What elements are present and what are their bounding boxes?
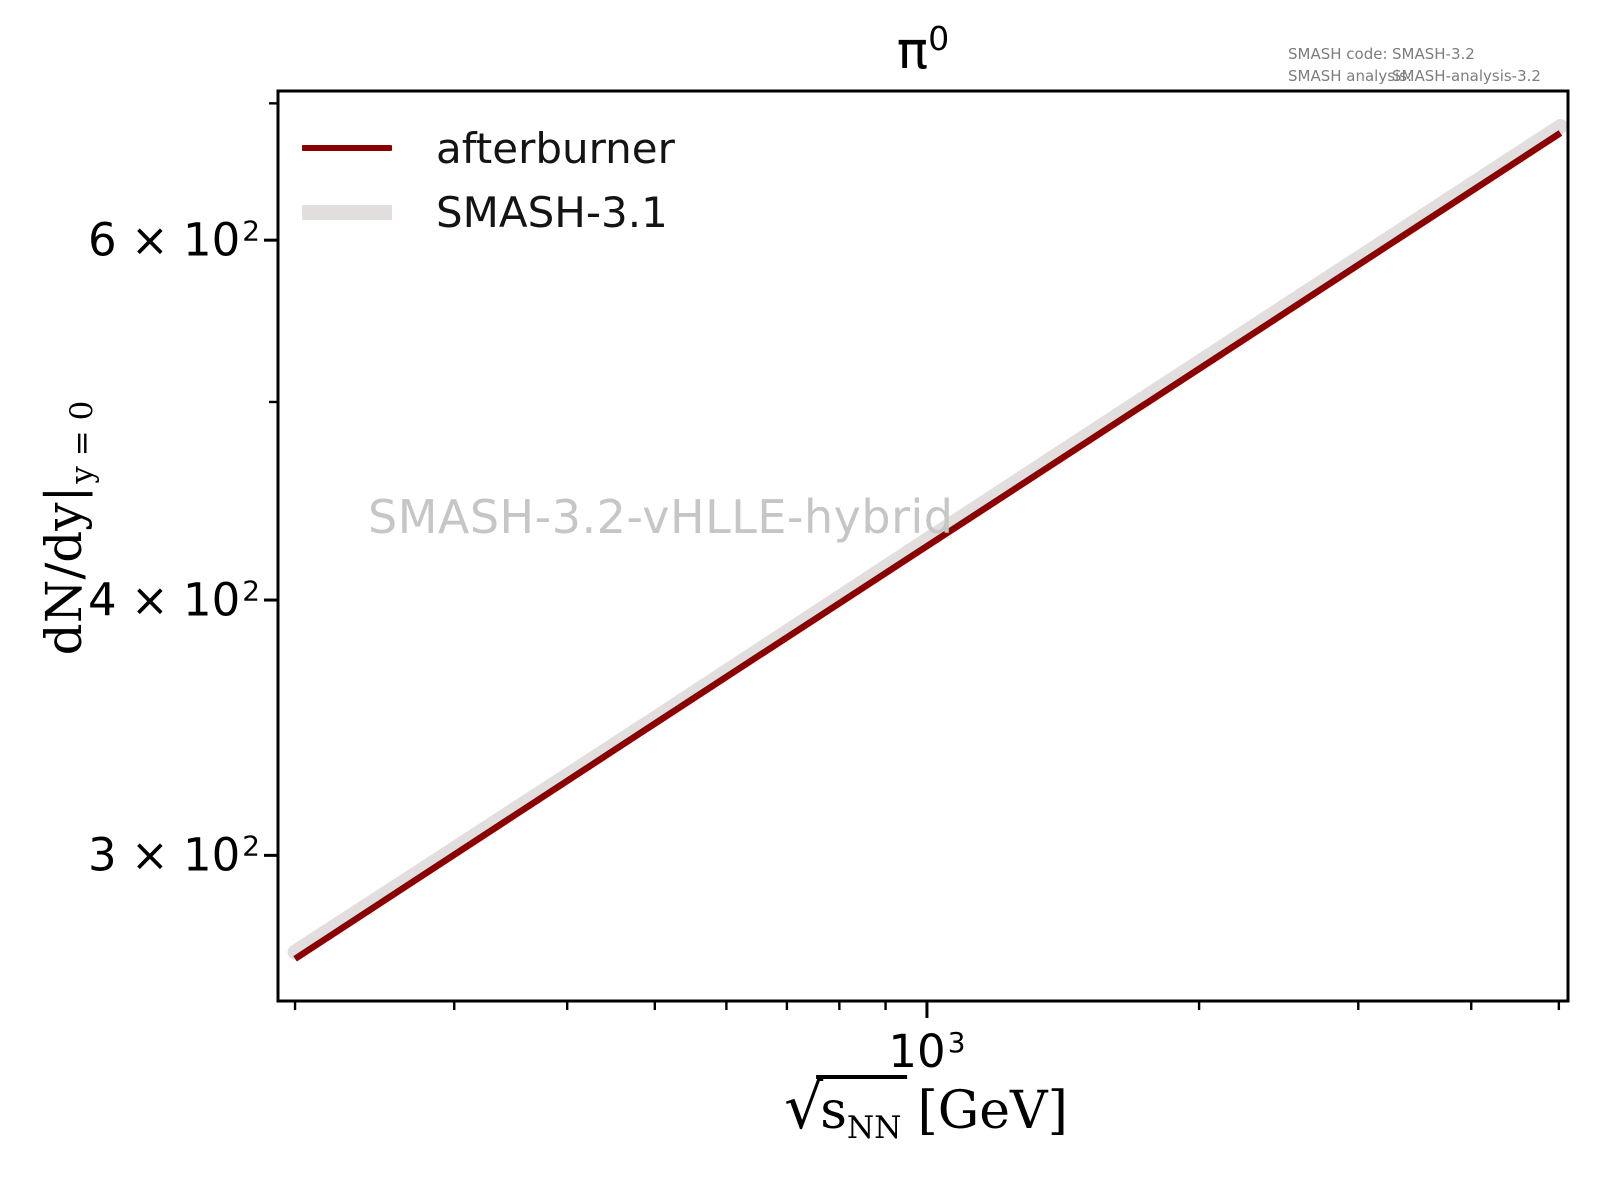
x-axis-label: √sNN [GeV]	[784, 1072, 1068, 1146]
y-tick-label: 3 × 102	[88, 828, 260, 882]
x-tick-label: 103	[888, 1025, 966, 1078]
x-axis-label-subscript: NN	[846, 1109, 902, 1146]
annotation-value: SMASH-3.2	[1392, 45, 1475, 63]
plot-title-base: π	[896, 21, 929, 81]
afterburner-line-swatch	[302, 145, 392, 151]
legend-label: afterburner	[436, 123, 675, 173]
annotation-value: SMASH-analysis-3.2	[1392, 66, 1541, 85]
watermark: SMASH-3.2-vHLLE-hybrid	[368, 490, 954, 544]
series-line-afterburner	[293, 130, 1563, 962]
legend-item-smash-3-1: SMASH-3.1	[302, 180, 675, 244]
sqrt-group: sNN	[816, 1075, 908, 1146]
version-annotation: SMASH code: SMASH-3.2 SMASH analysis: SM…	[1288, 44, 1541, 88]
legend: afterburner SMASH-3.1	[302, 116, 675, 244]
y-axis-label-main: dN/dy|	[35, 485, 93, 656]
x-axis-label-unit: [GeV]	[917, 1081, 1068, 1141]
series-line-smash-3-1	[287, 119, 1568, 960]
y-axis-label: dN/dy|y = 0	[35, 401, 100, 656]
axes-frame	[276, 89, 1570, 1003]
y-tick-label: 6 × 102	[88, 213, 260, 267]
x-axis-label-s: s	[820, 1081, 847, 1141]
plot-title-superscript: 0	[928, 18, 950, 58]
annotation-label: SMASH code:	[1288, 45, 1388, 63]
y-tick-label: 4 × 102	[88, 573, 260, 627]
sqrt-radical: √	[784, 1072, 824, 1143]
y-axis-label-subscript: y = 0	[63, 400, 100, 484]
annotation-label: SMASH analysis:	[1288, 66, 1413, 85]
plot-title: π0	[278, 21, 1568, 81]
legend-item-afterburner: afterburner	[302, 116, 675, 180]
smash-3-1-line-swatch	[302, 204, 392, 220]
legend-label: SMASH-3.1	[436, 187, 668, 237]
